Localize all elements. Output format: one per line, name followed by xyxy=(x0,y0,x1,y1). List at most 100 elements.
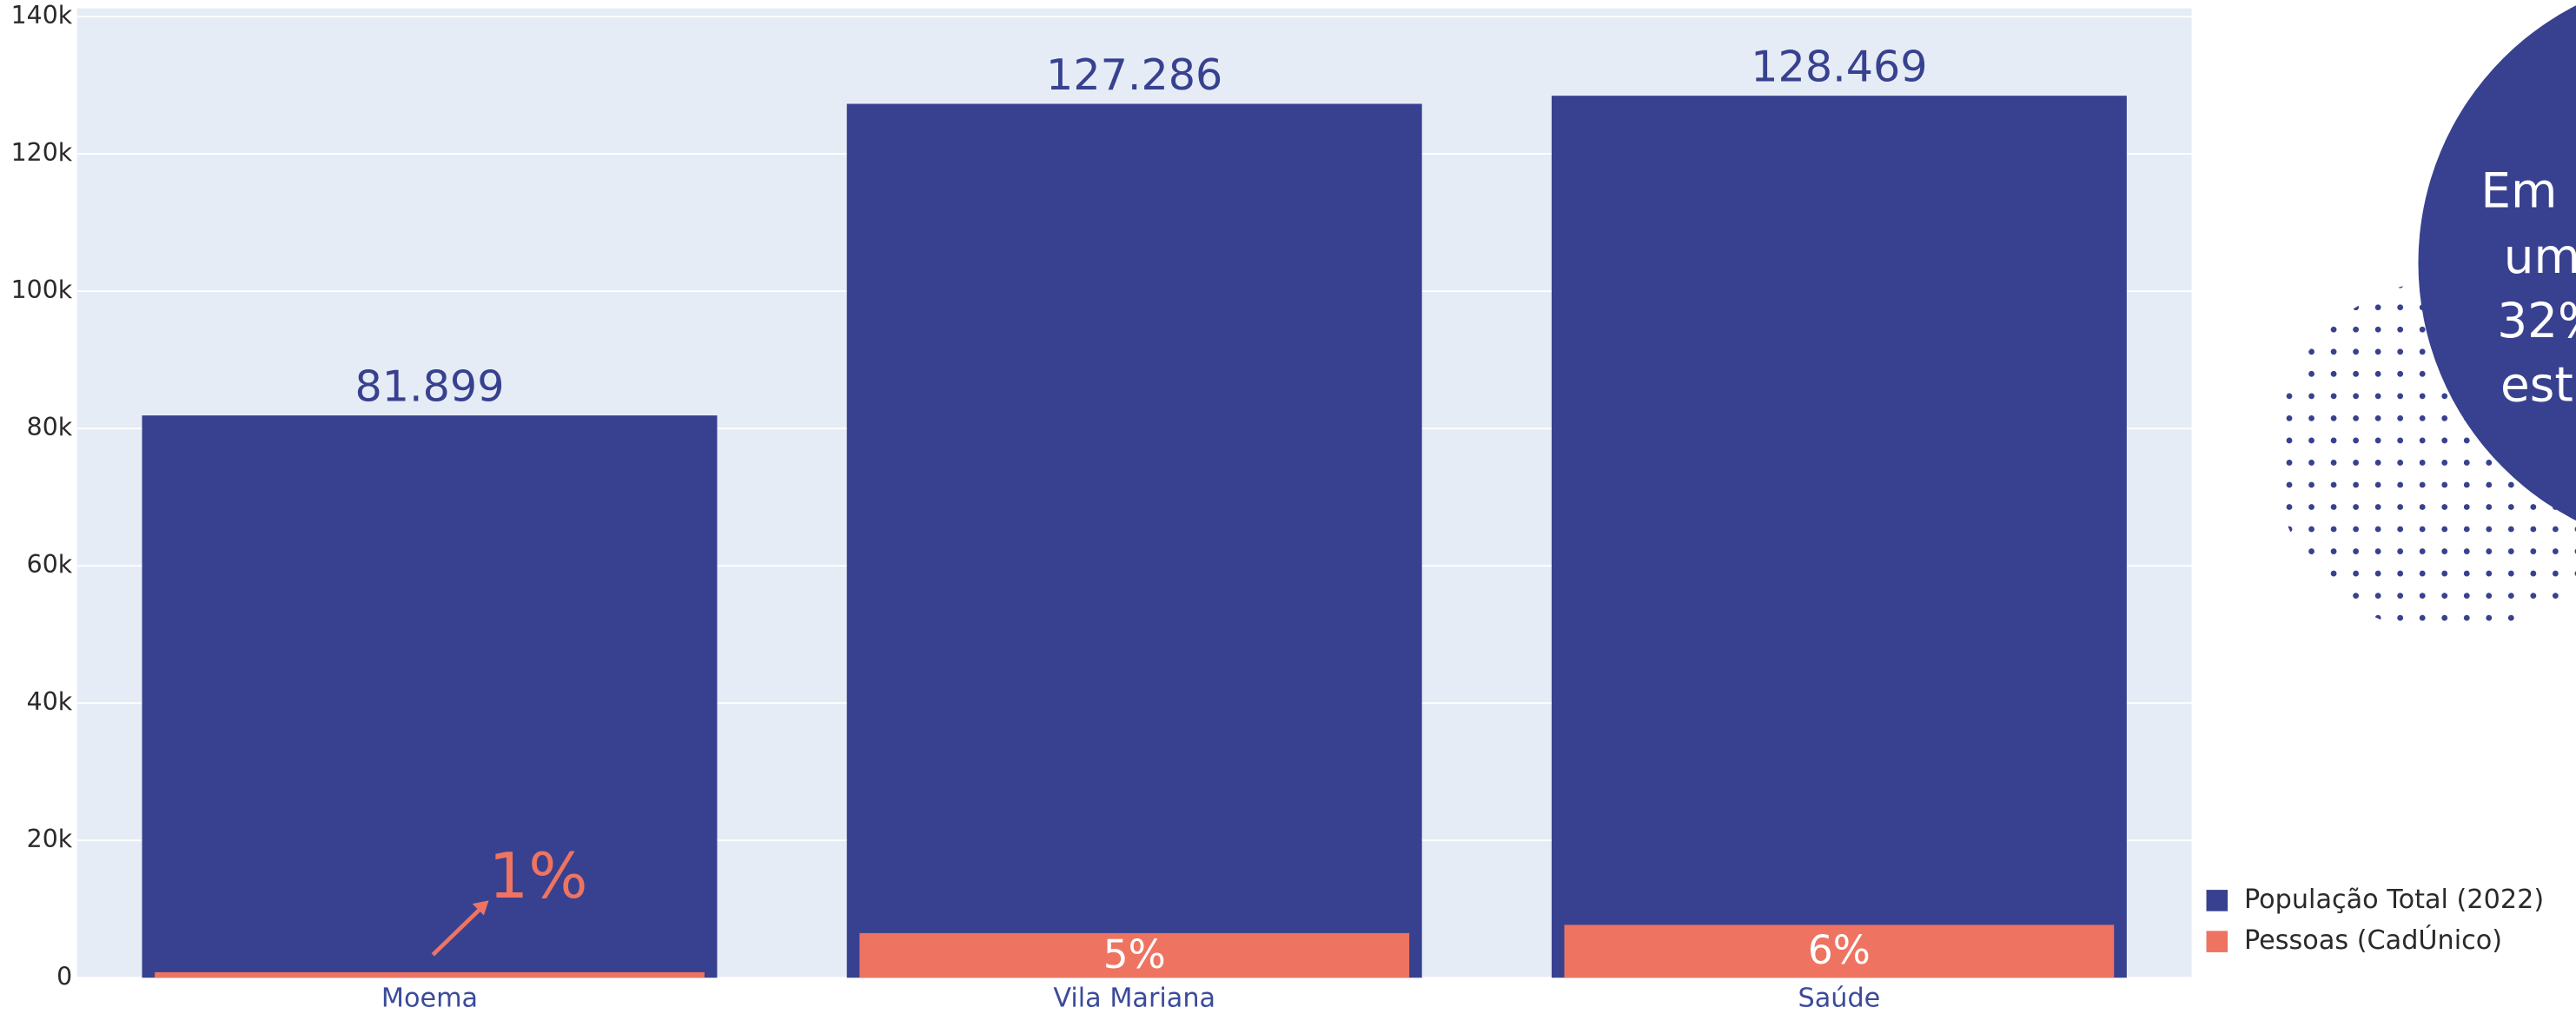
dot xyxy=(2308,614,2314,621)
dot xyxy=(2441,570,2448,577)
annotation: 6% xyxy=(1808,927,1871,973)
dot xyxy=(2330,370,2337,377)
dot xyxy=(2308,282,2314,288)
callout-line: um xyxy=(2504,229,2576,284)
dot xyxy=(2419,370,2426,377)
dot xyxy=(2419,414,2426,421)
dot xyxy=(2441,614,2448,621)
dot xyxy=(2463,593,2470,600)
dot xyxy=(2397,282,2404,288)
dot xyxy=(2397,437,2404,444)
dot xyxy=(2374,504,2381,510)
dot xyxy=(2286,326,2293,333)
dot xyxy=(2419,548,2426,554)
dot xyxy=(2330,460,2337,466)
dot xyxy=(2419,326,2426,333)
dot xyxy=(2286,282,2293,288)
dot xyxy=(2308,393,2314,400)
dot xyxy=(2308,481,2314,488)
dot xyxy=(2353,481,2360,488)
dot xyxy=(2264,615,2270,621)
dot xyxy=(2420,637,2426,643)
y-tick-label: 120k xyxy=(11,138,73,167)
y-tick-label: 20k xyxy=(27,825,73,853)
dot xyxy=(2397,481,2404,488)
dot xyxy=(2530,548,2537,554)
dot xyxy=(2507,481,2514,488)
dot xyxy=(2397,460,2404,466)
y-tick-label: 100k xyxy=(11,275,73,304)
dot xyxy=(2264,460,2270,466)
callout-line: est xyxy=(2500,357,2573,413)
dot xyxy=(2530,570,2537,577)
dot xyxy=(2264,327,2270,333)
dot xyxy=(2353,348,2360,355)
dot xyxy=(2286,481,2293,488)
annotation: 5% xyxy=(1103,931,1166,978)
dot xyxy=(2286,570,2293,577)
dot xyxy=(2308,370,2314,377)
bar xyxy=(1564,925,2115,978)
dot xyxy=(2375,260,2381,266)
bar xyxy=(1551,96,2127,978)
dot xyxy=(2331,637,2337,643)
y-tick-label: 60k xyxy=(27,550,73,579)
dot xyxy=(2508,637,2514,643)
legend-swatch xyxy=(2206,890,2228,911)
bar xyxy=(142,415,718,978)
dot xyxy=(2264,527,2270,533)
x-tick-label: Moema xyxy=(381,983,478,1013)
dot xyxy=(2486,593,2493,600)
dot xyxy=(2486,637,2492,643)
dot xyxy=(2308,414,2314,421)
dot xyxy=(2286,393,2293,400)
callout-circle xyxy=(2418,5,2576,521)
dot xyxy=(2486,481,2493,488)
dot xyxy=(2486,526,2493,533)
dot xyxy=(2463,481,2470,488)
dot xyxy=(2330,593,2337,600)
x-tick-label: Vila Mariana xyxy=(1053,983,1215,1013)
dot xyxy=(2330,504,2337,510)
dot xyxy=(2353,460,2360,466)
value-label: 128.469 xyxy=(1751,41,1927,91)
dot xyxy=(2463,460,2470,466)
dot xyxy=(2397,504,2404,510)
dot xyxy=(2353,570,2360,577)
dot xyxy=(2463,548,2470,554)
dot xyxy=(2507,593,2514,600)
dot xyxy=(2308,460,2314,466)
dot xyxy=(2331,260,2337,266)
legend-swatch xyxy=(2206,931,2228,952)
y-tick-label: 140k xyxy=(11,1,73,30)
dot xyxy=(2486,460,2493,466)
dot xyxy=(2308,504,2314,510)
dot xyxy=(2286,526,2293,533)
dot xyxy=(2330,481,2337,488)
dot xyxy=(2530,593,2537,600)
dot xyxy=(2530,504,2537,510)
dot xyxy=(2330,570,2337,577)
value-label: 127.286 xyxy=(1046,50,1222,100)
dot xyxy=(2264,260,2270,266)
dot xyxy=(2330,414,2337,421)
dot xyxy=(2486,504,2493,510)
dot xyxy=(2419,460,2426,466)
dot xyxy=(2330,614,2337,621)
dot xyxy=(2286,460,2293,466)
dot xyxy=(2507,504,2514,510)
dot xyxy=(2353,393,2360,400)
dot xyxy=(2397,614,2404,621)
dot xyxy=(2286,437,2293,444)
dot xyxy=(2419,593,2426,600)
dot xyxy=(2286,348,2293,355)
dot xyxy=(2286,504,2293,510)
dot xyxy=(2264,482,2270,488)
dot xyxy=(2374,481,2381,488)
dot xyxy=(2397,414,2404,421)
dot xyxy=(2308,348,2314,355)
dot xyxy=(2419,481,2426,488)
annotation-arrow xyxy=(431,904,486,957)
dot xyxy=(2419,437,2426,444)
dot xyxy=(2330,393,2337,400)
